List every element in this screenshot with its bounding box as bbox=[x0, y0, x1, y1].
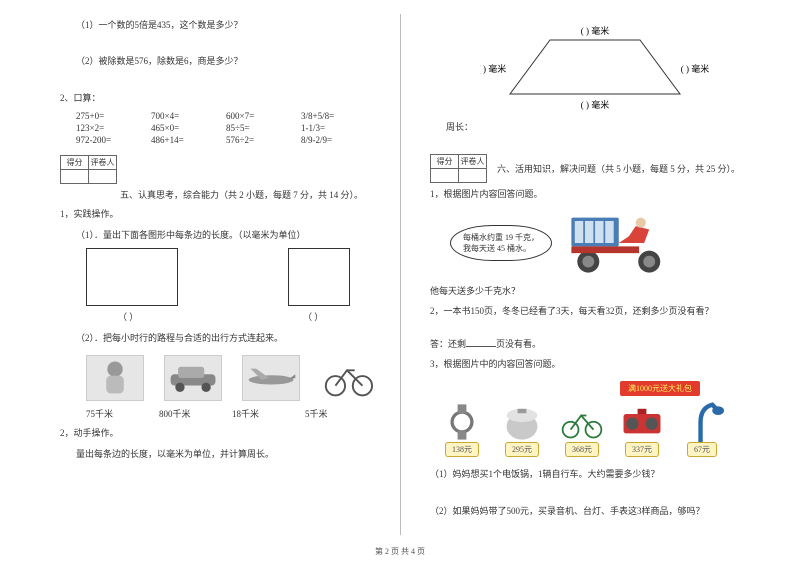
practice-2-1: 量出每条边的长度，以毫米为单位，并计算周长。 bbox=[60, 447, 378, 461]
section-6-title: 六、活用知识，解决问题（共 5 小题，每题 5 分，共 25 分）。 bbox=[497, 162, 740, 175]
practice-label: 1，实践操作。 bbox=[60, 207, 378, 221]
q6-1-ask: 他每天送多少千克水？ bbox=[430, 284, 750, 298]
bicycle-icon bbox=[320, 355, 378, 401]
tricycle-icon bbox=[568, 208, 678, 278]
shop-item-ricecooker: 295元 bbox=[500, 404, 544, 457]
svg-text:( ) 毫米: ( ) 毫米 bbox=[681, 63, 710, 74]
page-footer: 第 2 页 共 4 页 bbox=[0, 546, 800, 557]
speech-bubble: 每桶水约重 19 千克， 我每天送 45 桶水。 bbox=[450, 225, 552, 261]
question-2-label: 2、口算： bbox=[60, 91, 378, 105]
rice-cooker-icon bbox=[500, 404, 544, 440]
q6-1: 1，根据图片内容回答问题。 bbox=[430, 187, 750, 201]
distance-labels: 75千米 800千米 18千米 5千米 bbox=[60, 407, 378, 420]
transport-images bbox=[60, 355, 378, 401]
bike-icon bbox=[560, 404, 604, 440]
left-column: （1）一个数的5倍是435，这个数是多少？ （2）被除数是576，除数是6，商是… bbox=[0, 0, 400, 565]
shop-item-radio: 337元 bbox=[620, 404, 664, 457]
shop-item-watch: 138元 bbox=[440, 404, 484, 457]
svg-text:( ) 毫米: ( ) 毫米 bbox=[581, 99, 610, 110]
score-box: 得分评卷人 bbox=[60, 155, 378, 184]
practice-2: 2，动手操作。 bbox=[60, 426, 378, 440]
rect-shape bbox=[288, 248, 350, 306]
car-icon bbox=[164, 355, 222, 401]
score-table: 得分评卷人 bbox=[430, 154, 487, 183]
blank-fill bbox=[466, 337, 496, 347]
shop-item-lamp: 67元 bbox=[680, 404, 724, 457]
section-5-title: 五、认真思考，综合能力（共 2 小题，每题 7 分，共 14 分）。 bbox=[60, 188, 378, 201]
perimeter-label: 周长： bbox=[430, 120, 750, 134]
calc-row: 972-200= 486+14= 576÷2= 8/9-2/9= bbox=[60, 135, 378, 145]
radio-icon bbox=[620, 404, 664, 440]
question-1-1: （1）一个数的5倍是435，这个数是多少？ bbox=[60, 18, 378, 32]
rect-shapes bbox=[60, 248, 378, 306]
q6-3: 3，根据图片中的内容回答问题。 bbox=[430, 357, 750, 371]
trap-top-label: ( ) 毫米 bbox=[581, 25, 610, 36]
q6-3-1: （1）妈妈想买1个电饭锅，1辆自行车。大约需要多少钱？ bbox=[430, 467, 750, 481]
right-column: ( ) 毫米 ( ) 毫米 ( ) 毫米 ( ) 毫米 周长： 得分评卷人 六、… bbox=[400, 0, 800, 565]
calc-row: 275+0= 700×4= 600×7= 3/8+5/8= bbox=[60, 111, 378, 121]
airplane-icon bbox=[242, 355, 300, 401]
rect-shape bbox=[86, 248, 178, 306]
shop-item-bike: 368元 bbox=[560, 404, 604, 457]
q6-3-2: （2）如果妈妈带了500元，买录音机、台灯、手表这3样商品，够吗？ bbox=[430, 504, 750, 518]
svg-text:( ) 毫米: ( ) 毫米 bbox=[480, 63, 506, 74]
paren-row: （ ） （ ） bbox=[60, 310, 378, 323]
watch-icon bbox=[440, 404, 484, 440]
lamp-icon bbox=[680, 404, 724, 440]
score-table: 得分评卷人 bbox=[60, 155, 117, 184]
water-delivery-figure: 每桶水约重 19 千克， 我每天送 45 桶水。 bbox=[430, 208, 750, 278]
shop-items: 138元 295元 368元 337元 67元 bbox=[430, 404, 750, 457]
calc-row: 123×2= 465×0= 85÷5= 1-1/3= bbox=[60, 123, 378, 133]
cartoon-boy-icon bbox=[86, 355, 144, 401]
q6-2-answer: 答：还剩页没有看。 bbox=[430, 337, 750, 351]
trapezoid-figure: ( ) 毫米 ( ) 毫米 ( ) 毫米 ( ) 毫米 bbox=[430, 24, 750, 116]
question-1-2: （2）被除数是576，除数是6，商是多少？ bbox=[60, 54, 378, 68]
q6-2: 2，一本书150页，冬冬已经看了3天，每天看32页，还剩多少页没有看？ bbox=[430, 304, 750, 318]
practice-1-2: （2）．把每小时行的路程与合适的出行方式连起来。 bbox=[60, 331, 378, 345]
practice-1-1: （1）．量出下面各图形中每条边的长度。（以毫米为单位） bbox=[60, 228, 378, 242]
